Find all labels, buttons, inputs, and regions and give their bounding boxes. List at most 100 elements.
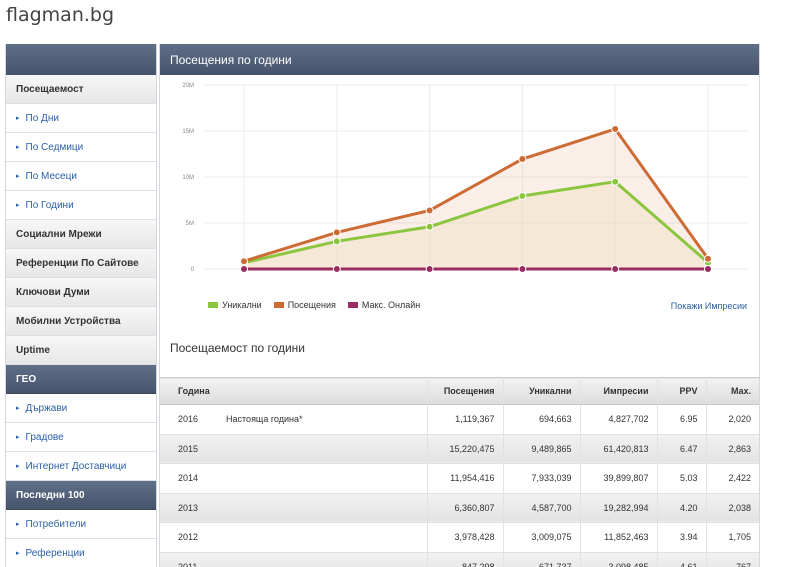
bullet-icon: ▸ — [16, 144, 20, 151]
site-title: flagman.bg — [6, 4, 115, 26]
cell-visits: 15,220,475 — [427, 434, 504, 464]
sidebar-item-4[interactable]: ▸ По Години — [6, 191, 156, 220]
cell-ppv: 4.61 — [657, 552, 707, 567]
column-header-max[interactable]: Max. — [706, 377, 759, 405]
sidebar-item-10[interactable]: ГЕО — [6, 365, 156, 394]
panel-title: Посещения по години — [160, 44, 759, 75]
legend-item[interactable]: Макс. Онлайн — [347, 300, 420, 310]
sidebar-menu: Посещаемост ▸ По Дни ▸ По Седмици ▸ По Месеци ▸… — [6, 75, 156, 567]
data-point — [240, 264, 248, 273]
table-row: 2011 847,298 671,737 3,098,485 4.61 767 — [160, 552, 759, 567]
sidebar-item-11[interactable]: ▸ Държави — [6, 394, 156, 423]
cell-impressions: 39,899,807 — [580, 463, 658, 494]
cell-year: 2012 — [160, 522, 428, 553]
cell-visits: 11,954,416 — [427, 463, 504, 494]
sidebar-item-label: Потребители — [25, 518, 87, 530]
sidebar-item-label: Посещаемост — [16, 83, 84, 95]
sidebar-item-7[interactable]: Ключови Думи — [6, 278, 156, 307]
y-tick-label: 20M — [182, 83, 194, 89]
series-area — [244, 181, 708, 269]
cell-ppv: 6.47 — [657, 434, 707, 464]
sidebar-item-14[interactable]: Последни 100 — [6, 481, 156, 510]
data-point — [425, 264, 434, 273]
legend-swatch — [208, 302, 218, 308]
data-point — [425, 206, 434, 215]
column-header-year[interactable]: Година — [160, 377, 428, 405]
sidebar-item-12[interactable]: ▸ Градове — [6, 423, 156, 452]
sidebar-item-0[interactable]: Посещаемост — [6, 75, 156, 104]
year-value: 2015 — [178, 443, 199, 454]
data-point — [518, 192, 527, 201]
cell-year: 2016 Настояща година* — [160, 404, 428, 435]
current-year-note: Настояща година* — [226, 414, 303, 425]
sidebar-item-2[interactable]: ▸ По Седмици — [6, 133, 156, 162]
legend-item[interactable]: Посещения — [273, 300, 336, 310]
sidebar-item-label: По Седмици — [25, 141, 84, 153]
sidebar-item-label: Интернет Доставчици — [25, 460, 127, 472]
sidebar-item-label: Мобилни Устройства — [16, 315, 121, 327]
data-point — [518, 264, 527, 273]
sidebar-item-9[interactable]: Uptime — [6, 336, 156, 365]
table-row: 2013 6,360,807 4,587,700 19,282,994 4.20 2,03… — [160, 493, 759, 523]
cell-ppv: 5.03 — [657, 463, 707, 494]
bullet-icon: ▸ — [16, 202, 20, 209]
column-header-ppv[interactable]: PPV — [657, 377, 707, 405]
year-value: 2013 — [178, 502, 199, 513]
sidebar-item-3[interactable]: ▸ По Месеци — [6, 162, 156, 191]
sidebar-item-label: Градове — [25, 431, 64, 443]
legend-item[interactable]: Уникални — [208, 300, 262, 310]
sidebar-item-label: Референции По Сайтове — [16, 257, 139, 269]
year-value: 2012 — [178, 532, 199, 543]
cell-max: 2,020 — [706, 404, 759, 435]
cell-ppv: 4.20 — [657, 493, 707, 523]
table-row: 2015 15,220,475 9,489,865 61,420,813 6.47 2,8… — [160, 434, 759, 464]
cell-year: 2013 — [160, 493, 428, 523]
cell-impressions: 4,827,702 — [580, 404, 658, 435]
sidebar-item-6[interactable]: Референции По Сайтове — [6, 249, 156, 278]
column-header-visits[interactable]: Посещения — [427, 377, 504, 405]
table-row: 2012 3,978,428 3,009,075 11,852,463 3.94 1,70… — [160, 522, 759, 553]
cell-year: 2014 — [160, 463, 428, 494]
series-line — [243, 180, 709, 265]
sidebar-item-label: ГЕО — [16, 373, 37, 385]
series-line — [243, 127, 710, 263]
show-impressions-link[interactable]: Покажи Импресии — [670, 301, 747, 311]
sidebar-item-label: Социални Мрежи — [16, 228, 102, 240]
sidebar-item-13[interactable]: ▸ Интернет Доставчици — [6, 452, 156, 481]
legend-swatch — [347, 302, 358, 308]
bullet-icon: ▸ — [16, 173, 20, 180]
cell-visits: 6,360,807 — [427, 493, 504, 523]
sidebar-item-label: По Дни — [25, 112, 59, 124]
yearly-stats-table: Година Посещения Уникални Импресии PPV M… — [160, 377, 759, 567]
column-header-unique[interactable]: Уникални — [503, 377, 581, 405]
sidebar-item-1[interactable]: ▸ По Дни — [6, 104, 156, 133]
cell-max: 2,038 — [706, 493, 759, 523]
sidebar-item-label: По Месеци — [25, 170, 77, 182]
cell-unique: 3,009,075 — [503, 522, 581, 553]
chart-legend: Уникални Посещения Макс. Онлайн — [208, 300, 432, 310]
sidebar-item-label: По Години — [25, 199, 74, 211]
legend-label: Уникални — [222, 300, 262, 310]
table-title: Посещаемост по години — [170, 341, 306, 355]
cell-impressions: 19,282,994 — [580, 493, 658, 523]
cell-unique: 4,587,700 — [503, 493, 581, 523]
data-point — [611, 177, 620, 186]
visits-by-year-chart: 05M10M15M20M201120122013201420152016 — [182, 83, 748, 273]
cell-unique: 9,489,865 — [503, 434, 581, 464]
y-tick-label: 10M — [182, 175, 194, 181]
sidebar-item-16[interactable]: ▸ Референции — [6, 539, 156, 567]
cell-unique: 7,933,039 — [503, 463, 581, 494]
bullet-icon: ▸ — [16, 463, 20, 470]
year-value: 2011 — [178, 561, 198, 567]
cell-max: 2,422 — [706, 463, 759, 494]
data-point — [425, 222, 434, 231]
data-point — [518, 155, 527, 164]
column-header-impressions[interactable]: Импресии — [580, 377, 658, 405]
sidebar-item-15[interactable]: ▸ Потребители — [6, 510, 156, 539]
legend-label: Посещения — [287, 300, 336, 310]
sidebar-item-8[interactable]: Мобилни Устройства — [6, 307, 156, 336]
sidebar-item-5[interactable]: Социални Мрежи — [6, 220, 156, 249]
sidebar-header — [6, 44, 156, 75]
cell-visits: 3,978,428 — [427, 522, 504, 553]
sidebar-item-label: Uptime — [16, 344, 50, 356]
